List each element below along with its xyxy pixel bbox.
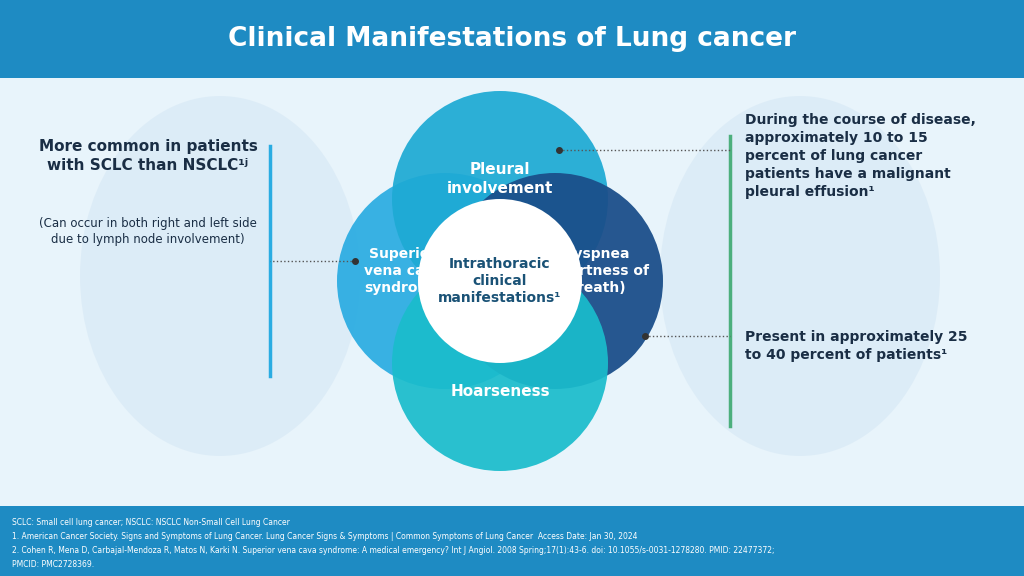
Text: (Can occur in both right and left side
due to lymph node involvement): (Can occur in both right and left side d…: [39, 217, 257, 245]
Circle shape: [392, 255, 608, 471]
Bar: [0, 0, 1024, 78]
Text: More common in patients
with SCLC than NSCLC¹ʲ: More common in patients with SCLC than N…: [39, 139, 257, 173]
Text: Present in approximately 25
to 40 percent of patients¹: Present in approximately 25 to 40 percen…: [745, 330, 968, 362]
Circle shape: [418, 199, 582, 363]
Circle shape: [392, 91, 608, 307]
Text: 1. American Cancer Society. Signs and Symptoms of Lung Cancer. Lung Cancer Signs: 1. American Cancer Society. Signs and Sy…: [12, 532, 638, 541]
Ellipse shape: [80, 96, 360, 456]
Ellipse shape: [660, 96, 940, 456]
Text: PMCID: PMC2728369.: PMCID: PMC2728369.: [12, 560, 94, 569]
Text: 2. Cohen R, Mena D, Carbajal-Mendoza R, Matos N, Karki N. Superior vena cava syn: 2. Cohen R, Mena D, Carbajal-Mendoza R, …: [12, 546, 774, 555]
Text: Clinical Manifestations of Lung cancer: Clinical Manifestations of Lung cancer: [228, 26, 796, 52]
Circle shape: [337, 173, 553, 389]
Bar: [0, 78, 1024, 506]
Text: Hoarseness: Hoarseness: [451, 384, 550, 399]
Text: SCLC: Small cell lung cancer; NSCLC: NSCLC Non-Small Cell Lung Cancer: SCLC: Small cell lung cancer; NSCLC: NSC…: [12, 518, 290, 527]
Text: Intrathoracic
clinical
manifestations¹: Intrathoracic clinical manifestations¹: [438, 257, 562, 305]
Text: Dyspnea
(shortness of
breath): Dyspnea (shortness of breath): [545, 247, 649, 295]
Bar: [0, 506, 1024, 576]
Text: During the course of disease,
approximately 10 to 15
percent of lung cancer
pati: During the course of disease, approximat…: [745, 113, 976, 199]
Text: Superior
vena cava
syndrome: Superior vena cava syndrome: [364, 247, 442, 295]
Circle shape: [447, 173, 663, 389]
Text: Pleural
involvement: Pleural involvement: [446, 162, 553, 196]
